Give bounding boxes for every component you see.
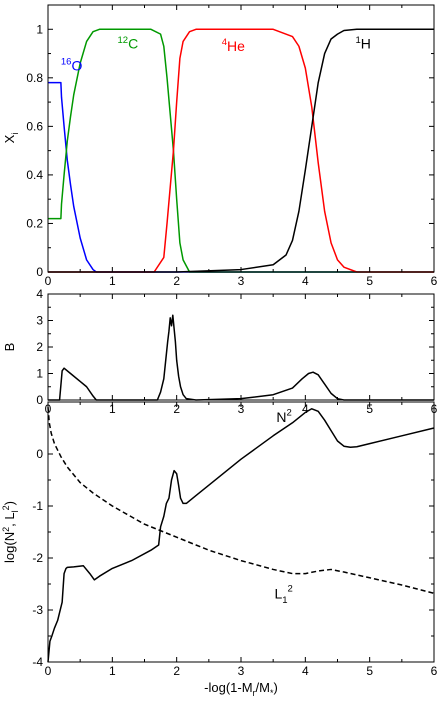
x-axis-label-mid: /M [256, 680, 270, 695]
y-axis-label-main: log(N [2, 532, 17, 563]
y-axis-label-main2: , L [2, 512, 17, 526]
y-axis-label-sup: 2 [1, 527, 11, 532]
series-label-2l-sup: 2 [288, 584, 293, 595]
x-tick-label: 6 [431, 274, 438, 288]
y-tick-label: 1 [36, 22, 43, 36]
x-tick-label: 2 [173, 274, 180, 288]
series-line-l12 [47, 407, 435, 595]
x-tick-label: 5 [366, 664, 373, 678]
y-tick-label: -3 [32, 603, 43, 617]
y-tick-label: -4 [32, 655, 43, 669]
y-tick-label: 4 [36, 287, 43, 301]
x-axis-label-close: ) [274, 680, 278, 695]
x-tick-label: 4 [302, 274, 309, 288]
x-tick-label: 2 [173, 664, 180, 678]
y-tick-label: 0.2 [26, 216, 43, 230]
x-tick-label: 0 [45, 274, 52, 288]
y-tick-label: 1 [36, 367, 43, 381]
y-tick-label: -1 [32, 499, 43, 513]
y-tick-label: 0 [36, 393, 43, 407]
y-tick-label: 2 [36, 340, 43, 354]
y-tick-label: 0.6 [26, 119, 43, 133]
series-label-12c-main: C [128, 36, 138, 52]
x-tick-label: 1 [109, 402, 116, 416]
series-label-16o: 16O [61, 57, 83, 74]
series-label-2n: N2 [276, 407, 291, 424]
series-label-16o-sup: 16 [61, 57, 72, 68]
x-axis-label-sub2: * [270, 688, 274, 698]
x-tick-label: 5 [366, 402, 373, 416]
series-label-2l: L12 [274, 584, 292, 606]
series-label-1h: 1H [356, 35, 371, 52]
series-line-16o [48, 81, 434, 273]
plot-frame [47, 401, 435, 663]
series-line-12c [48, 28, 434, 273]
y-axis-label: Xi [2, 133, 20, 144]
series-line-4he [48, 28, 434, 273]
series-label-2l-main: L [274, 586, 282, 602]
y-axis-label-main: B [2, 343, 17, 352]
y-axis-label-sub: l [10, 510, 20, 512]
x-axis-label-main: -log(1-M [204, 680, 252, 695]
x-tick-label: 3 [238, 274, 245, 288]
series-label-12c-sup: 12 [117, 35, 128, 46]
x-tick-label: 1 [109, 664, 116, 678]
y-axis-label-sub: i [10, 133, 20, 135]
y-tick-label: -2 [32, 551, 43, 565]
x-tick-label: 3 [238, 664, 245, 678]
series-label-4he-main: He [227, 38, 245, 54]
x-tick-label: 0 [45, 664, 52, 678]
y-axis-label: B [2, 343, 17, 352]
y-tick-label: 0 [36, 447, 43, 461]
x-axis-label-sub: r [253, 688, 256, 698]
plot-frame [47, 293, 435, 401]
series-label-2n-main: N [276, 409, 286, 425]
y-tick-label: 0.4 [26, 168, 43, 182]
series-label-4he: 4He [222, 37, 245, 54]
x-tick-label: 3 [238, 402, 245, 416]
series-line-1h [48, 28, 434, 273]
series-label-16o-main: O [71, 58, 82, 74]
x-tick-label: 1 [109, 274, 116, 288]
x-axis-label: -log(1-Mr/M*) [204, 680, 278, 698]
series-label-4he-sup: 4 [222, 37, 228, 48]
x-tick-label: 6 [431, 664, 438, 678]
y-axis-label-sup2: 2 [1, 505, 11, 510]
y-tick-label: 3 [36, 314, 43, 328]
x-tick-label: 4 [302, 664, 309, 678]
x-tick-label: 4 [302, 402, 309, 416]
y-tick-label: 0 [36, 265, 43, 279]
series-line-n2 [47, 408, 435, 663]
series-label-12c: 12C [117, 35, 138, 52]
x-tick-label: 5 [366, 274, 373, 288]
series-label-2n-sup: 2 [287, 407, 292, 418]
series-label-1h-main: H [361, 36, 371, 52]
series-label-2l-sub: 1 [282, 595, 287, 606]
series-line-series0 [48, 314, 434, 401]
x-tick-label: 2 [173, 402, 180, 416]
series-label-1h-sup: 1 [356, 35, 361, 46]
y-axis-label-main: X [2, 134, 17, 143]
y-axis-label-close: ) [2, 501, 17, 505]
y-axis-label: log(N2, Ll2) [1, 501, 20, 563]
y-tick-label: 0.8 [26, 71, 43, 85]
